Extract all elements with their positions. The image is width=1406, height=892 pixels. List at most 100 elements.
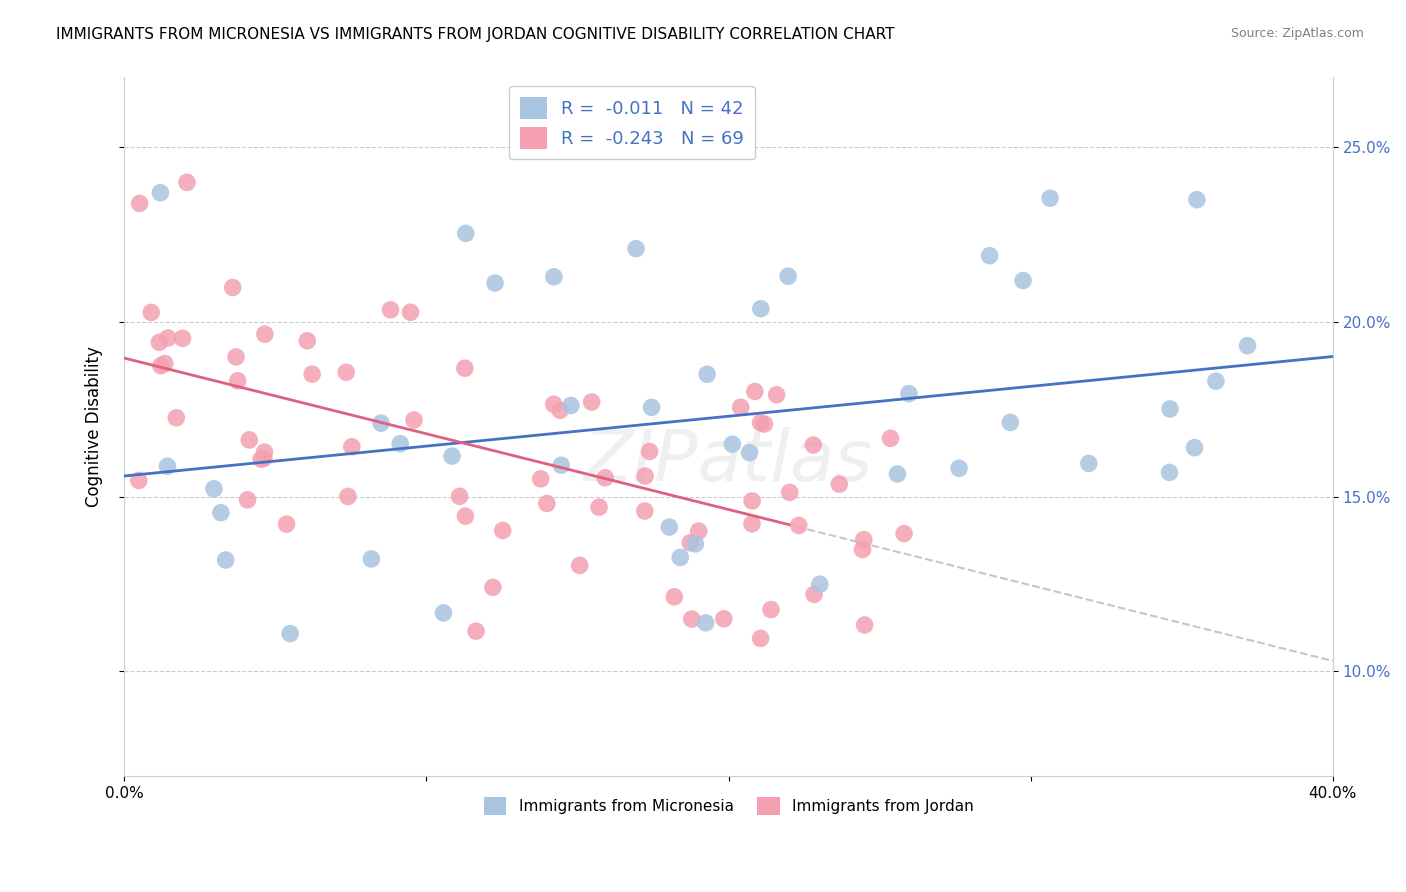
Text: ZIPatlas: ZIPatlas [583,427,873,496]
Point [658,520,681,534]
Point [688,524,710,538]
Point [1184,441,1206,455]
Point [225,350,247,364]
Point [360,552,382,566]
Point [543,269,565,284]
Point [550,458,572,473]
Point [250,452,273,467]
Point [634,469,657,483]
Point [638,444,661,458]
Point [948,461,970,475]
Point [749,301,772,316]
Point [738,445,761,459]
Point [851,542,873,557]
Point [1077,457,1099,471]
Point [787,518,810,533]
Point [176,175,198,189]
Text: Source: ZipAtlas.com: Source: ZipAtlas.com [1230,27,1364,40]
Point [297,334,319,348]
Point [389,436,412,450]
Point [454,227,477,241]
Point [852,533,875,547]
Point [741,494,763,508]
Point [370,416,392,430]
Point [879,431,901,445]
Point [696,368,718,382]
Point [335,365,357,379]
Point [1185,193,1208,207]
Point [432,606,454,620]
Point [624,242,647,256]
Point [749,416,772,430]
Point [128,196,150,211]
Point [209,506,232,520]
Point [695,615,717,630]
Point [1236,339,1258,353]
Point [679,536,702,550]
Point [778,269,800,284]
Point [238,433,260,447]
Point [492,524,515,538]
Point [236,492,259,507]
Point [754,417,776,431]
Point [165,410,187,425]
Point [713,612,735,626]
Point [979,249,1001,263]
Point [156,331,179,345]
Point [149,359,172,373]
Point [808,577,831,591]
Point [685,537,707,551]
Point [141,305,163,319]
Point [128,474,150,488]
Point [172,331,194,345]
Point [1039,191,1062,205]
Point [721,437,744,451]
Point [664,590,686,604]
Point [484,276,506,290]
Point [897,386,920,401]
Point [1159,401,1181,416]
Point [828,477,851,491]
Point [893,526,915,541]
Point [449,489,471,503]
Point [253,327,276,342]
Y-axis label: Cognitive Disability: Cognitive Disability [86,346,103,508]
Point [681,612,703,626]
Point [568,558,591,573]
Point [560,399,582,413]
Point [730,401,752,415]
Point [1012,274,1035,288]
Point [669,550,692,565]
Point [640,401,662,415]
Point [454,509,477,524]
Point [153,357,176,371]
Point [759,602,782,616]
Legend: Immigrants from Micronesia, Immigrants from Jordan: Immigrants from Micronesia, Immigrants f… [474,788,983,824]
Point [536,496,558,510]
Point [749,632,772,646]
Point [765,388,787,402]
Text: IMMIGRANTS FROM MICRONESIA VS IMMIGRANTS FROM JORDAN COGNITIVE DISABILITY CORREL: IMMIGRANTS FROM MICRONESIA VS IMMIGRANTS… [56,27,894,42]
Point [465,624,488,639]
Point [741,516,763,531]
Point [886,467,908,481]
Point [278,626,301,640]
Point [337,490,360,504]
Point [276,517,298,532]
Point [634,504,657,518]
Point [454,361,477,376]
Point [340,440,363,454]
Point [593,471,616,485]
Point [441,449,464,463]
Point [543,397,565,411]
Point [530,472,553,486]
Point [253,451,276,466]
Point [380,302,402,317]
Point [215,553,238,567]
Point [853,618,876,632]
Point [1000,416,1022,430]
Point [482,580,505,594]
Point [149,186,172,200]
Point [779,485,801,500]
Point [1205,374,1227,388]
